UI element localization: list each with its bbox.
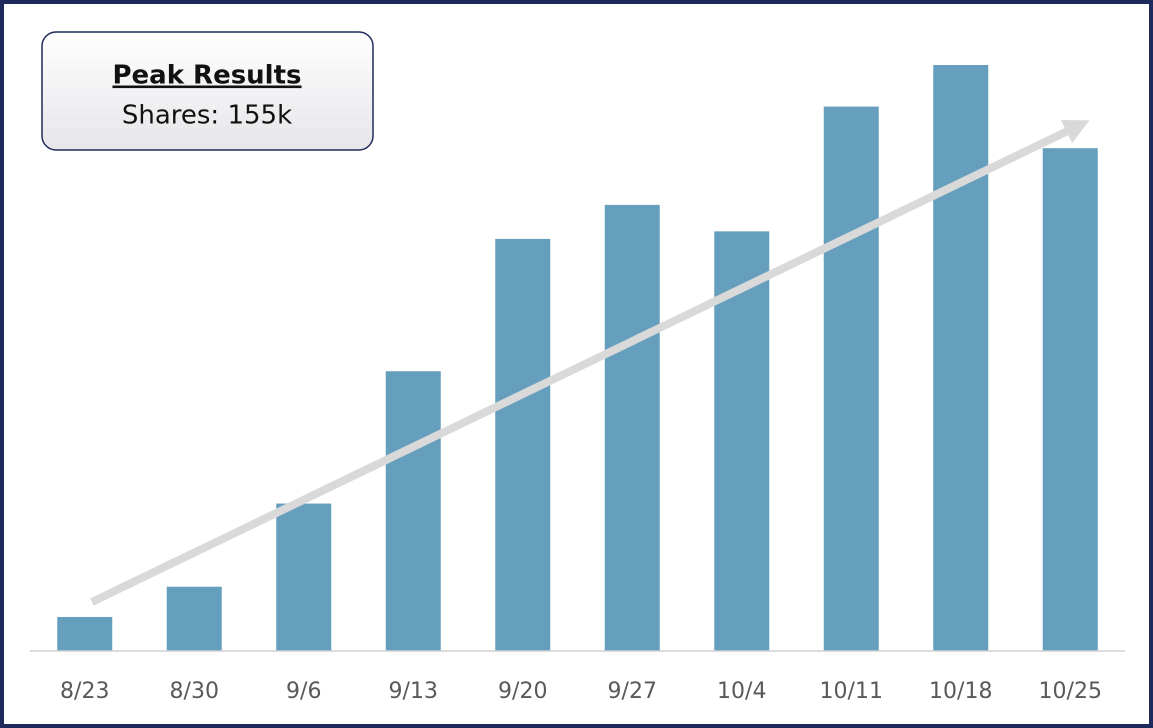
bar bbox=[1042, 148, 1098, 651]
x-tick-label: 9/6 bbox=[286, 679, 321, 704]
annotation-title: Peak Results bbox=[112, 61, 301, 91]
bar-group bbox=[57, 65, 1098, 652]
x-tick-label: 10/18 bbox=[929, 679, 992, 704]
bar bbox=[166, 586, 222, 651]
annotation-text: Shares: 155k bbox=[122, 101, 292, 131]
x-tick-label: 10/11 bbox=[820, 679, 883, 704]
x-tick-label: 10/4 bbox=[717, 679, 766, 704]
x-tick-label: 9/20 bbox=[498, 679, 547, 704]
bar bbox=[823, 106, 879, 651]
annotation-box bbox=[41, 31, 374, 151]
bar bbox=[495, 238, 551, 652]
x-tick-label: 8/23 bbox=[60, 679, 109, 704]
bar bbox=[604, 204, 660, 652]
bar bbox=[57, 616, 113, 651]
x-tick-label: 9/27 bbox=[608, 679, 657, 704]
bar bbox=[276, 503, 332, 651]
bar bbox=[385, 371, 441, 651]
trend-arrow bbox=[90, 120, 1090, 606]
x-tick-label: 10/25 bbox=[1039, 679, 1102, 704]
x-tick-label: 9/13 bbox=[389, 679, 438, 704]
bar bbox=[933, 65, 989, 651]
x-tick-label: 8/30 bbox=[170, 679, 219, 704]
